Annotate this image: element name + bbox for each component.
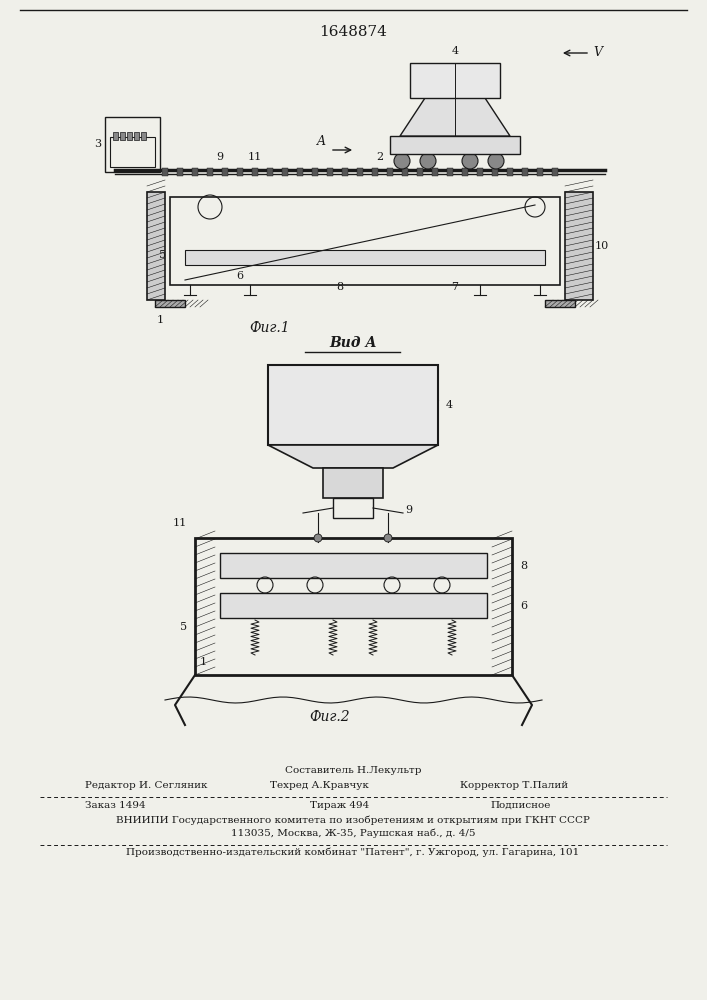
Bar	[507, 168, 513, 176]
Text: 2: 2	[376, 152, 384, 162]
Text: Заказ 1494: Заказ 1494	[85, 801, 146, 810]
Text: 4: 4	[452, 46, 459, 56]
Text: 7: 7	[452, 282, 459, 292]
Text: +: +	[441, 599, 452, 613]
Text: 8: 8	[337, 282, 344, 292]
Text: 9: 9	[405, 505, 412, 515]
Text: Фиг.1: Фиг.1	[250, 321, 291, 335]
Text: +: +	[441, 559, 452, 573]
Bar	[237, 168, 243, 176]
Polygon shape	[400, 98, 510, 136]
Bar	[177, 168, 183, 176]
Text: Корректор Т.Палий: Корректор Т.Палий	[460, 781, 568, 790]
Text: 1: 1	[156, 315, 163, 325]
Text: Техред А.Кравчук: Техред А.Кравчук	[270, 781, 369, 790]
Text: 3: 3	[94, 139, 101, 149]
Text: Тираж 494: Тираж 494	[310, 801, 369, 810]
Text: 5: 5	[180, 622, 187, 632]
Circle shape	[420, 153, 436, 169]
Circle shape	[384, 534, 392, 542]
Bar	[417, 168, 423, 176]
Bar	[110, 137, 155, 167]
Bar	[333, 498, 373, 518]
Bar	[268, 365, 438, 445]
Text: Фиг.2: Фиг.2	[310, 710, 350, 724]
Bar	[120, 132, 125, 140]
Bar	[477, 168, 483, 176]
Bar	[357, 168, 363, 176]
Bar	[552, 168, 558, 176]
Bar	[372, 168, 378, 176]
Bar	[312, 168, 318, 176]
Text: 11: 11	[248, 152, 262, 162]
Bar	[545, 300, 575, 307]
Bar	[155, 300, 185, 307]
Bar	[170, 197, 560, 285]
Bar	[342, 168, 348, 176]
Bar	[113, 132, 118, 140]
Bar	[127, 132, 132, 140]
Text: Составитель Н.Лекультр: Составитель Н.Лекультр	[285, 766, 421, 775]
Text: 5: 5	[159, 250, 166, 260]
Circle shape	[394, 153, 410, 169]
Text: 1648874: 1648874	[319, 25, 387, 39]
Text: +: +	[244, 559, 256, 573]
Bar	[147, 192, 165, 300]
Bar	[565, 192, 593, 300]
Text: Вид А: Вид А	[329, 336, 377, 350]
Text: Производственно-издательский комбинат "Патент", г. Ужгород, ул. Гагарина, 101: Производственно-издательский комбинат "П…	[127, 848, 580, 857]
Bar	[141, 132, 146, 140]
Text: 11: 11	[173, 518, 187, 528]
Bar	[327, 168, 333, 176]
Bar	[134, 132, 139, 140]
Text: Подписное: Подписное	[490, 801, 550, 810]
Text: ВНИИПИ Государственного комитета по изобретениям и открытиям при ГКНТ СССР: ВНИИПИ Государственного комитета по изоб…	[116, 816, 590, 825]
Bar	[220, 553, 487, 578]
Bar	[195, 538, 512, 675]
Bar	[462, 168, 468, 176]
Text: 1: 1	[200, 657, 207, 667]
Bar	[222, 168, 228, 176]
Bar	[297, 168, 303, 176]
Bar	[410, 63, 500, 98]
Bar	[220, 593, 487, 618]
Text: V: V	[593, 46, 602, 60]
Bar	[282, 168, 288, 176]
Bar	[105, 117, 160, 172]
Bar	[207, 168, 213, 176]
Text: A: A	[317, 135, 326, 148]
Text: 6: 6	[520, 601, 527, 611]
Bar	[323, 468, 383, 498]
Bar	[192, 168, 198, 176]
Bar	[492, 168, 498, 176]
Text: 8: 8	[520, 561, 527, 571]
Bar	[447, 168, 453, 176]
Circle shape	[488, 153, 504, 169]
Text: Редактор И. Сегляник: Редактор И. Сегляник	[85, 781, 207, 790]
Bar	[387, 168, 393, 176]
Text: 6: 6	[236, 271, 244, 281]
Bar	[185, 250, 545, 265]
Text: 113035, Москва, Ж-35, Раушская наб., д. 4/5: 113035, Москва, Ж-35, Раушская наб., д. …	[230, 828, 475, 838]
Bar	[522, 168, 528, 176]
Text: 4: 4	[446, 400, 453, 410]
Bar	[252, 168, 258, 176]
Bar	[432, 168, 438, 176]
Text: 9: 9	[216, 152, 223, 162]
Circle shape	[462, 153, 478, 169]
Bar	[267, 168, 273, 176]
Text: +: +	[244, 599, 256, 613]
Bar	[537, 168, 543, 176]
Circle shape	[314, 534, 322, 542]
Bar	[390, 136, 520, 154]
Polygon shape	[268, 445, 438, 468]
Bar	[162, 168, 168, 176]
Bar	[402, 168, 408, 176]
Text: 10: 10	[595, 241, 609, 251]
